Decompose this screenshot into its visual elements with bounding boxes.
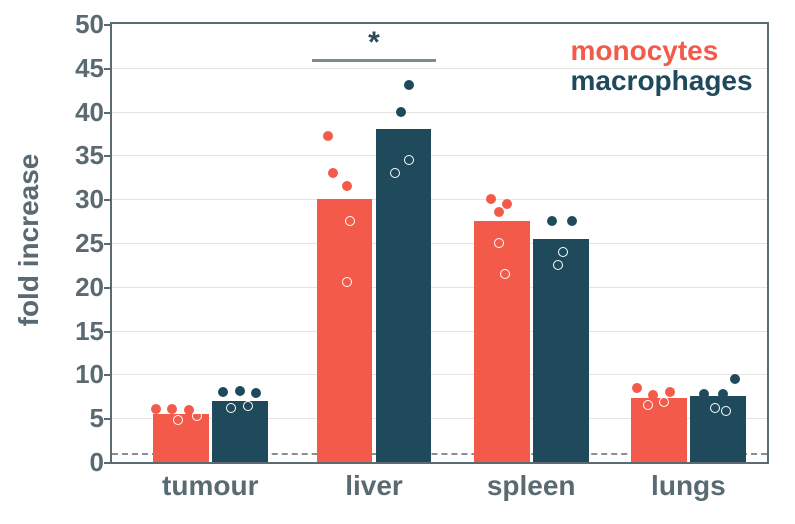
data-point [396,107,406,117]
data-point [567,216,577,226]
legend-label: macrophages [571,67,753,95]
data-point [251,388,261,398]
x-tick-label-liver: liver [345,462,403,500]
legend: monocytesmacrophages [571,37,753,97]
bar-spleen-macrophages [533,239,589,462]
data-point [226,403,236,413]
data-point [404,80,414,90]
data-point [404,155,414,165]
y-tick-label: 20 [75,274,112,300]
data-point [192,411,202,421]
data-point [665,387,675,397]
y-tick-label: 45 [75,55,112,81]
data-point [218,387,228,397]
data-point [243,401,253,411]
data-point [323,131,333,141]
data-point [173,415,183,425]
data-point [699,389,709,399]
y-tick-label: 30 [75,186,112,212]
data-point [494,207,504,217]
data-point [151,404,161,414]
data-point [648,390,658,400]
fold-increase-chart: fold increase 05101520253035404550tumour… [0,0,795,524]
data-point [500,269,510,279]
data-point [167,404,177,414]
data-point [502,199,512,209]
data-point [547,216,557,226]
gridline [112,374,767,375]
plot-area: 05101520253035404550tumourliverspleenlun… [110,22,769,464]
significance-bar [312,59,436,62]
data-point [486,194,496,204]
legend-item-monocytes: monocytes [571,37,753,65]
gridline [112,155,767,156]
bar-spleen-monocytes [474,221,530,462]
data-point [558,247,568,257]
data-point [235,386,245,396]
x-tick-label-tumour: tumour [162,462,258,500]
data-point [342,277,352,287]
data-point [659,397,669,407]
data-point [643,400,653,410]
data-point [632,383,642,393]
bar-tumour-macrophages [212,401,268,462]
x-tick-label-spleen: spleen [487,462,576,500]
bar-liver-macrophages [376,129,432,462]
y-tick-label: 0 [90,449,112,475]
gridline [112,199,767,200]
y-axis-title: fold increase [15,140,43,340]
y-tick-label: 25 [75,230,112,256]
data-point [730,374,740,384]
gridline [112,287,767,288]
bar-lungs-monocytes [631,398,687,462]
y-tick-label: 35 [75,142,112,168]
gridline [112,112,767,113]
gridline [112,243,767,244]
data-point [494,238,504,248]
gridline [112,331,767,332]
data-point [553,260,563,270]
legend-label: monocytes [571,37,719,65]
data-point [328,168,338,178]
y-tick-label: 50 [75,11,112,37]
y-tick-label: 40 [75,99,112,125]
y-tick-label: 15 [75,318,112,344]
data-point [721,406,731,416]
bar-liver-monocytes [317,199,373,462]
x-tick-label-lungs: lungs [651,462,726,500]
significance-star: * [368,28,380,58]
legend-item-macrophages: macrophages [571,67,753,95]
data-point [390,168,400,178]
y-tick-label: 10 [75,361,112,387]
data-point [345,216,355,226]
data-point [710,403,720,413]
data-point [718,389,728,399]
y-tick-label: 5 [90,405,112,431]
data-point [342,181,352,191]
